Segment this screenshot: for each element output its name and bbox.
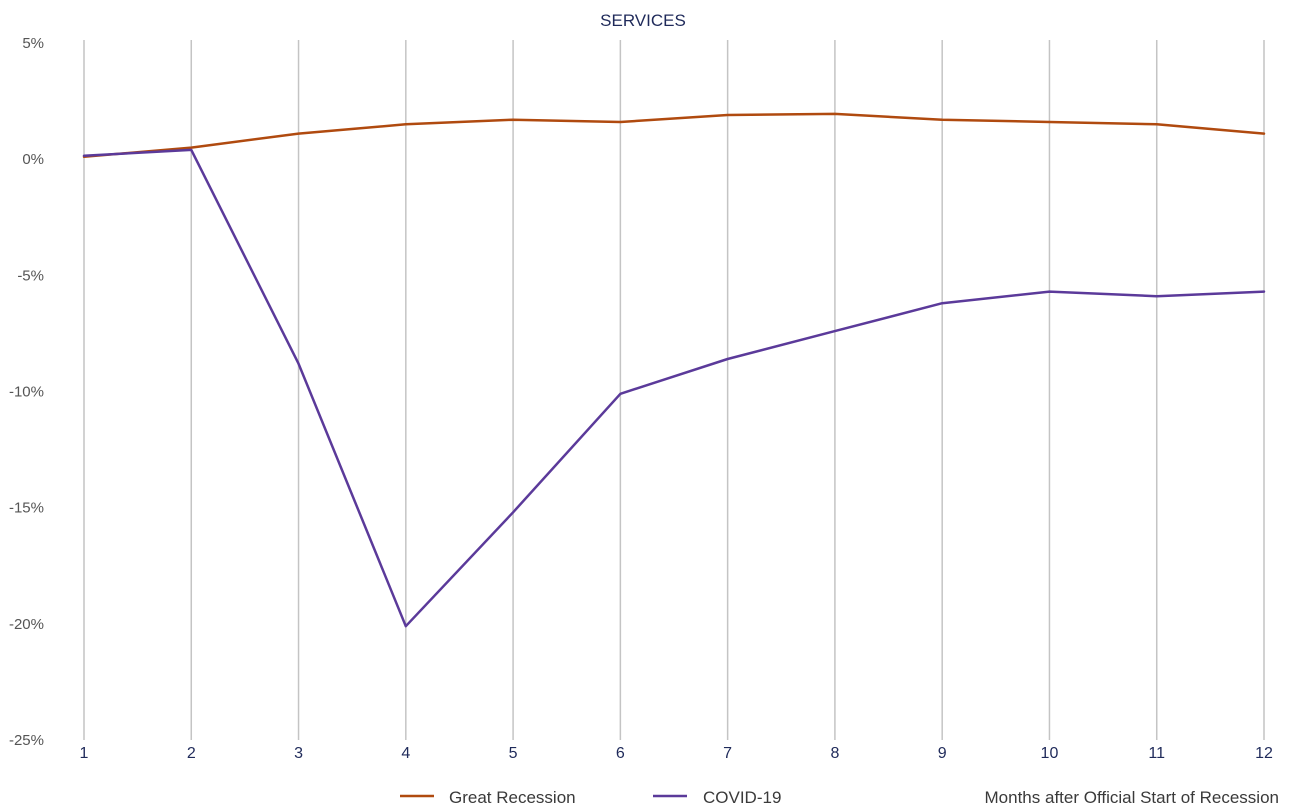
x-tick-label: 8: [830, 745, 839, 762]
x-tick-label: 10: [1041, 745, 1059, 762]
y-tick-label: -10%: [9, 384, 44, 401]
legend-label: Great Recession: [449, 788, 576, 807]
x-tick-label: 2: [187, 745, 196, 762]
x-axis: 1 2 3 4 5 6 7 8 9 10 11 12: [80, 745, 1273, 762]
x-tick-label: 3: [294, 745, 303, 762]
series-lines: [82, 112, 1266, 628]
x-tick-label: 1: [80, 745, 89, 762]
x-tick-label: 7: [723, 745, 732, 762]
y-axis: 5% 0% -5% -10% -15% -20% -25%: [9, 35, 44, 749]
x-tick-label: 5: [509, 745, 518, 762]
y-tick-label: 0%: [22, 151, 44, 168]
x-tick-label: 4: [401, 745, 410, 762]
series-line-covid-19: [82, 148, 1266, 628]
chart-title: SERVICES: [600, 11, 686, 30]
legend-label: COVID-19: [703, 788, 781, 807]
grid-lines: [83, 40, 1265, 740]
legend: Great Recession COVID-19: [400, 788, 781, 807]
x-tick-label: 12: [1255, 745, 1273, 762]
x-tick-label: 9: [938, 745, 947, 762]
x-axis-title: Months after Official Start of Recession: [985, 788, 1279, 807]
y-tick-label: 5%: [22, 35, 44, 52]
y-tick-label: -25%: [9, 732, 44, 749]
x-tick-label: 6: [616, 745, 625, 762]
series-line-great-recession: [82, 112, 1266, 159]
y-tick-label: -20%: [9, 616, 44, 633]
y-tick-label: -5%: [17, 267, 44, 284]
x-tick-label: 11: [1148, 745, 1165, 762]
y-tick-label: -15%: [9, 500, 44, 517]
